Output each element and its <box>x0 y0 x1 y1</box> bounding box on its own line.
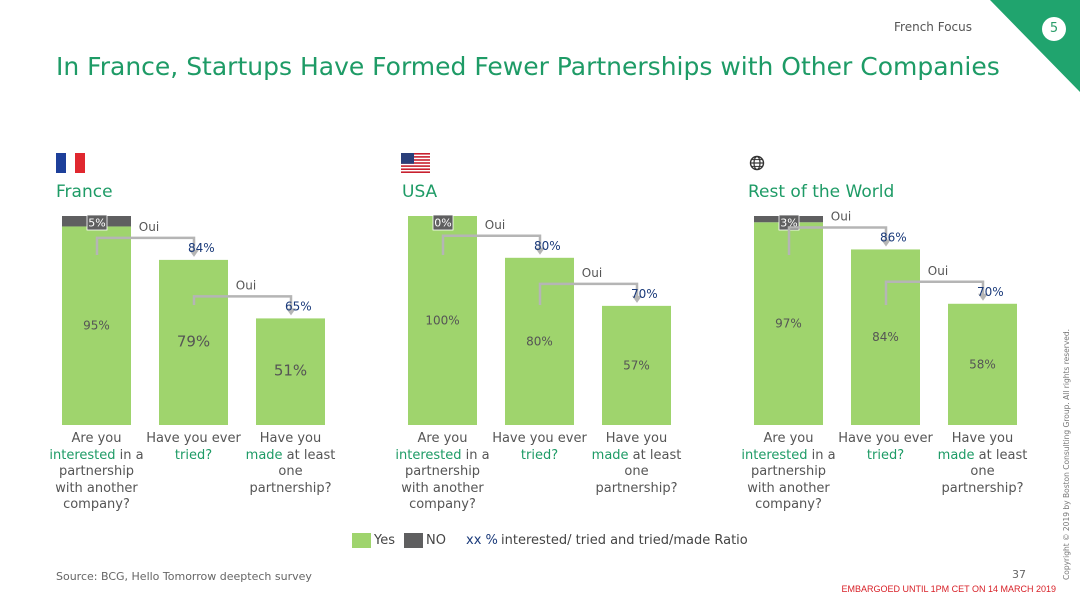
legend-yes-swatch <box>352 533 371 548</box>
no-label-usa: 0% <box>434 217 451 230</box>
ratio-label-rest-of-world-2: 70% <box>977 285 1004 299</box>
question-label-usa-2: Have you ever tried? <box>490 431 590 464</box>
no-badge-usa <box>432 214 454 231</box>
question-highlight: made <box>937 447 975 463</box>
question-text: Have you ever <box>838 431 933 446</box>
question-text: Have you <box>605 431 668 446</box>
bar-yes-rest-of-world-3 <box>948 303 1017 425</box>
question-highlight: tried? <box>174 447 213 463</box>
legend-no-label: NO <box>426 533 446 548</box>
connector-arrow-usa-2 <box>632 295 642 303</box>
question-text: Have you ever <box>492 431 587 446</box>
bar-yes-france-1 <box>62 226 131 425</box>
page-title: In France, Startups Have Formed Fewer Pa… <box>56 52 1000 81</box>
connector-arrow-rest-of-world-1 <box>881 239 891 247</box>
connector-rest-of-world-2 <box>884 280 985 305</box>
question-text: Are you <box>71 431 122 446</box>
header-section-label: French Focus <box>894 20 972 34</box>
question-text: Are you <box>417 431 468 446</box>
bar-value-label-rest-of-world-3: 58% <box>969 357 996 371</box>
question-text: in a partnership with another company? <box>747 447 836 513</box>
oui-label-rest-of-world-1: Oui <box>831 209 851 223</box>
bar-value-label-usa-3: 57% <box>623 358 650 372</box>
bar-value-label-usa-1: 100% <box>425 314 459 328</box>
connector-arrow-france-2 <box>286 308 296 316</box>
question-highlight: made <box>245 447 283 463</box>
bar-yes-rest-of-world-1 <box>754 222 823 425</box>
bar-yes-france-2 <box>159 259 228 425</box>
ratio-label-usa-2: 70% <box>631 287 658 301</box>
question-label-rest-of-world-3: Have you made at least one partnership? <box>933 431 1033 497</box>
question-highlight: interested <box>395 447 462 463</box>
no-label-france: 5% <box>88 217 105 230</box>
connector-arrow-france-1 <box>189 249 199 257</box>
oui-label-usa-1: Oui <box>485 218 505 232</box>
question-text: at least one partnership? <box>595 447 682 496</box>
bar-value-label-rest-of-world-2: 84% <box>872 330 899 344</box>
question-highlight: tried? <box>520 447 559 463</box>
legend-yes-label: Yes <box>374 533 395 548</box>
ratio-label-usa-1: 80% <box>534 239 561 253</box>
question-text: in a partnership with another company? <box>55 447 144 513</box>
oui-label-rest-of-world-2: Oui <box>928 264 948 278</box>
question-text: Are you <box>763 431 814 446</box>
connector-france-1 <box>95 236 196 255</box>
region-label-usa: USA <box>402 182 438 202</box>
oui-label-france-1: Oui <box>139 220 159 234</box>
bar-yes-france-3 <box>256 318 325 425</box>
question-text: at least one partnership? <box>249 447 336 496</box>
connector-arrow-rest-of-world-2 <box>978 293 988 301</box>
question-text: Have you <box>951 431 1014 446</box>
usa-flag <box>401 153 430 173</box>
bar-value-label-rest-of-world-1: 97% <box>775 317 802 331</box>
connector-usa-1 <box>441 234 542 255</box>
copyright-notice: Copyright © 2019 by Boston Consulting Gr… <box>1062 328 1071 580</box>
source-note: Source: BCG, Hello Tomorrow deeptech sur… <box>56 570 312 583</box>
bar-value-label-france-2: 79% <box>177 332 210 350</box>
question-label-usa-3: Have you made at least one partnership? <box>587 431 687 497</box>
connector-rest-of-world-1 <box>787 226 888 255</box>
question-label-usa-1: Are you interested in a partnership with… <box>393 431 493 514</box>
bar-value-label-usa-2: 80% <box>526 334 553 348</box>
bar-yes-rest-of-world-2 <box>851 249 920 425</box>
connector-arrow-usa-1 <box>535 247 545 255</box>
question-label-rest-of-world-1: Are you interested in a partnership with… <box>739 431 839 514</box>
connector-usa-2 <box>538 282 639 305</box>
question-highlight: tried? <box>866 447 905 463</box>
ratio-label-rest-of-world-1: 86% <box>880 230 907 244</box>
oui-label-usa-2: Oui <box>582 266 602 280</box>
bar-value-label-france-3: 51% <box>274 362 307 380</box>
region-label-france: France <box>56 182 113 202</box>
question-highlight: made <box>591 447 629 463</box>
globe-icon <box>749 155 765 171</box>
question-label-france-1: Are you interested in a partnership with… <box>47 431 147 514</box>
oui-label-france-2: Oui <box>236 278 256 292</box>
question-text: Have you ever <box>146 431 241 446</box>
question-label-rest-of-world-2: Have you ever tried? <box>836 431 936 464</box>
bar-value-label-france-1: 95% <box>83 319 110 333</box>
region-label-rest-of-world: Rest of the World <box>748 182 895 202</box>
connector-france-2 <box>192 295 293 311</box>
ratio-label-france-1: 84% <box>188 241 215 255</box>
france-flag <box>56 153 85 173</box>
question-text: Have you <box>259 431 322 446</box>
question-label-france-3: Have you made at least one partnership? <box>241 431 341 497</box>
question-label-france-2: Have you ever tried? <box>144 431 244 464</box>
legend-ratio-symbol: xx % <box>466 533 498 548</box>
embargo-notice: EMBARGOED UNTIL 1PM CET ON 14 MARCH 2019 <box>841 584 1056 594</box>
no-badge-france <box>86 214 108 231</box>
legend-ratio-description: interested/ tried and tried/made Ratio <box>501 533 748 548</box>
question-highlight: interested <box>49 447 116 463</box>
question-text: in a partnership with another company? <box>401 447 490 513</box>
question-text: at least one partnership? <box>941 447 1028 496</box>
ratio-label-france-2: 65% <box>285 299 312 313</box>
bar-yes-usa-3 <box>602 305 671 425</box>
legend-no-swatch <box>404 533 423 548</box>
page-badge: 5 <box>1042 17 1066 41</box>
question-highlight: interested <box>741 447 808 463</box>
slide-number: 37 <box>1012 568 1026 581</box>
